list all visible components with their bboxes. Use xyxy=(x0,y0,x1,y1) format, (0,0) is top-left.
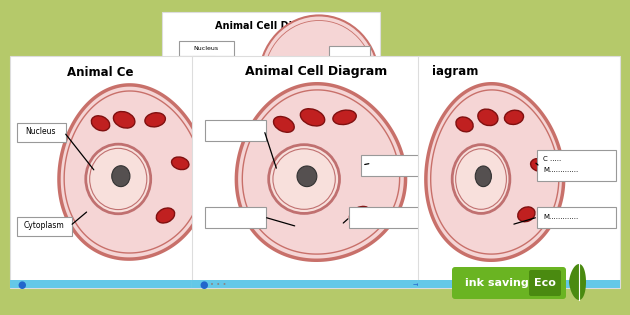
Ellipse shape xyxy=(350,206,370,222)
Ellipse shape xyxy=(259,15,379,142)
FancyBboxPatch shape xyxy=(16,123,66,141)
Text: Nucleus: Nucleus xyxy=(193,46,219,51)
Text: C .....: C ..... xyxy=(543,156,561,162)
Ellipse shape xyxy=(530,159,547,171)
Ellipse shape xyxy=(171,157,189,169)
FancyBboxPatch shape xyxy=(418,56,620,288)
Text: Animal Cell Diagram: Animal Cell Diagram xyxy=(215,21,327,31)
FancyBboxPatch shape xyxy=(360,154,425,175)
Ellipse shape xyxy=(273,117,294,132)
Ellipse shape xyxy=(112,166,130,186)
Text: ●: ● xyxy=(200,280,209,290)
FancyBboxPatch shape xyxy=(162,12,380,127)
Polygon shape xyxy=(426,84,564,260)
Bar xyxy=(418,280,620,288)
Ellipse shape xyxy=(365,158,385,171)
Bar xyxy=(192,280,440,288)
FancyBboxPatch shape xyxy=(10,56,215,288)
Text: • • •: • • • xyxy=(210,282,226,288)
Polygon shape xyxy=(59,85,207,259)
Text: ink saving: ink saving xyxy=(465,278,529,288)
Text: Animal Ce: Animal Ce xyxy=(67,66,134,78)
Ellipse shape xyxy=(268,145,340,214)
FancyBboxPatch shape xyxy=(529,270,561,296)
Ellipse shape xyxy=(91,116,110,131)
FancyBboxPatch shape xyxy=(328,45,370,61)
Ellipse shape xyxy=(333,110,356,125)
Ellipse shape xyxy=(475,166,491,186)
Polygon shape xyxy=(236,84,406,260)
Ellipse shape xyxy=(478,109,498,126)
FancyBboxPatch shape xyxy=(205,207,265,227)
Text: Nucleus: Nucleus xyxy=(26,128,56,136)
Text: Eco: Eco xyxy=(534,278,556,288)
Ellipse shape xyxy=(113,112,135,128)
FancyBboxPatch shape xyxy=(452,267,566,299)
Ellipse shape xyxy=(505,110,524,124)
Text: M.............: M............. xyxy=(543,214,578,220)
Ellipse shape xyxy=(456,117,473,132)
FancyBboxPatch shape xyxy=(192,56,440,288)
Ellipse shape xyxy=(145,113,166,127)
Ellipse shape xyxy=(156,208,175,223)
Text: ●: ● xyxy=(18,280,26,290)
Ellipse shape xyxy=(86,144,151,214)
Polygon shape xyxy=(569,264,586,300)
Ellipse shape xyxy=(301,109,324,126)
Text: Mitochondria: Mitochondria xyxy=(185,61,227,66)
FancyBboxPatch shape xyxy=(348,207,427,227)
Text: Animal Cell Diagram: Animal Cell Diagram xyxy=(245,66,387,78)
Bar xyxy=(10,280,215,288)
FancyBboxPatch shape xyxy=(178,55,234,72)
FancyBboxPatch shape xyxy=(537,207,616,227)
Text: M.............: M............. xyxy=(543,167,578,173)
Bar xyxy=(162,119,380,127)
Ellipse shape xyxy=(452,145,510,214)
Text: Cytoplasm: Cytoplasm xyxy=(24,221,64,231)
FancyBboxPatch shape xyxy=(16,216,71,236)
Text: iagram: iagram xyxy=(432,66,478,78)
Ellipse shape xyxy=(297,166,317,186)
Text: → ●: → ● xyxy=(413,282,427,288)
Ellipse shape xyxy=(518,207,535,222)
FancyBboxPatch shape xyxy=(205,119,265,140)
FancyBboxPatch shape xyxy=(537,150,616,180)
FancyBboxPatch shape xyxy=(178,41,234,56)
